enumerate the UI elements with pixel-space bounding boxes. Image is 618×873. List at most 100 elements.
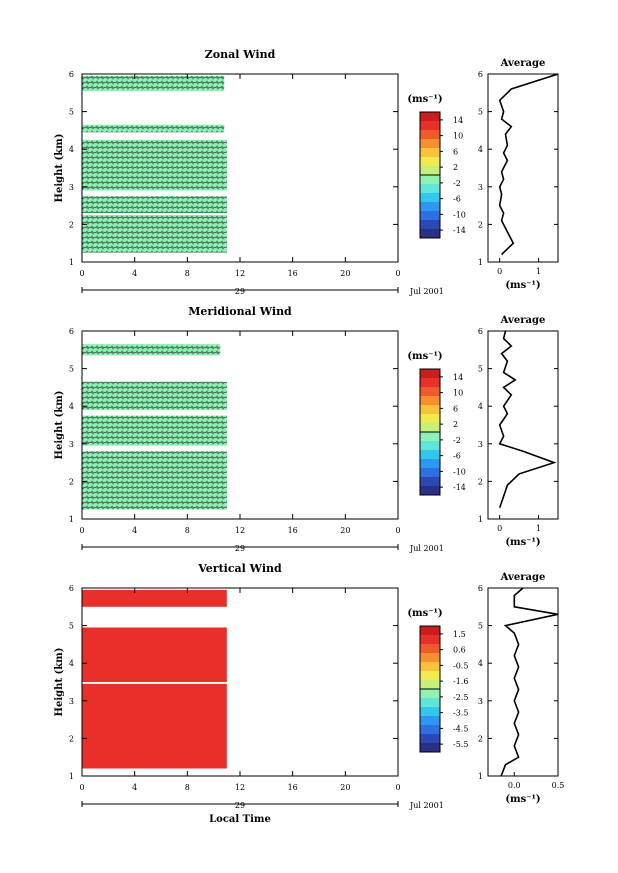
contour-texture — [82, 196, 227, 214]
profile-line — [498, 74, 558, 256]
panel-title: Meridional Wind — [188, 305, 292, 318]
profile-title: Average — [500, 58, 546, 69]
profile-y-tick-label: 3 — [478, 183, 483, 192]
x-tick-label: 8 — [185, 269, 190, 278]
profile-line — [500, 588, 558, 776]
profile-y-tick-label: 3 — [478, 440, 483, 449]
colorbar-swatch — [420, 405, 440, 415]
profile-x-tick-label: 0 — [497, 267, 502, 276]
colorbar-tick-label: -5.5 — [453, 740, 468, 749]
x-tick-label: 0 — [79, 783, 84, 792]
colorbar-swatch — [420, 725, 440, 735]
colorbar-tick-label: -14 — [453, 483, 466, 492]
contour-texture — [82, 451, 227, 510]
y-tick-label: 2 — [69, 477, 74, 486]
colorbar-swatch — [420, 689, 440, 699]
profile-y-tick-label: 2 — [478, 477, 483, 486]
colorbar-swatch — [420, 486, 440, 496]
y-tick-label: 1 — [69, 515, 74, 524]
y-tick-label: 6 — [69, 584, 74, 593]
profile-y-tick-label: 6 — [478, 70, 483, 79]
colorbar-swatch — [420, 698, 440, 708]
colorbar-tick-label: -0.5 — [453, 661, 468, 670]
colorbar-swatch — [420, 112, 440, 122]
x-tick-label: 0 — [79, 526, 84, 535]
x-tick-label: 16 — [288, 269, 298, 278]
colorbar-tick-label: -14 — [453, 226, 466, 235]
y-tick-label: 4 — [69, 145, 74, 154]
x-tick-label: 0 — [79, 269, 84, 278]
colorbar-swatch — [420, 635, 440, 645]
profile-y-tick-label: 6 — [478, 584, 483, 593]
colorbar-tick-label: -2 — [453, 436, 461, 445]
colorbar-swatch — [420, 121, 440, 131]
profile-y-tick-label: 1 — [478, 258, 483, 267]
colorbar-tick-label: 2 — [453, 163, 458, 172]
colorbar-tick-label: 2 — [453, 420, 458, 429]
profile-x-label: (ms⁻¹) — [505, 280, 540, 291]
y-tick-label: 3 — [69, 440, 74, 449]
y-tick-label: 1 — [69, 258, 74, 267]
colorbar-tick-label: -6 — [453, 452, 461, 461]
colorbar-swatch — [420, 414, 440, 424]
profile-x-tick-label: 0 — [497, 524, 502, 533]
colorbar-tick-label: 10 — [453, 132, 463, 141]
profile-y-tick-label: 6 — [478, 327, 483, 336]
contour-texture — [82, 75, 225, 91]
y-tick-label: 5 — [69, 365, 74, 374]
date-label: Jul 2001 — [409, 544, 444, 553]
profile-x-tick-label: 1 — [536, 267, 541, 276]
x-tick-label: 16 — [288, 526, 298, 535]
profile-y-tick-label: 1 — [478, 515, 483, 524]
contour-texture — [82, 124, 225, 133]
profile-y-tick-label: 5 — [478, 622, 483, 631]
profile-x-label: (ms⁻¹) — [505, 537, 540, 548]
colorbar-swatch — [420, 157, 440, 167]
colorbar-swatch — [420, 477, 440, 487]
profile-x-tick-label: 0.0 — [508, 781, 521, 790]
profile-frame — [487, 73, 559, 263]
colorbar-swatch — [420, 468, 440, 478]
date-label: Jul 2001 — [409, 287, 444, 296]
data-band — [82, 589, 227, 607]
colorbar-tick-label: 6 — [453, 404, 458, 413]
profile-y-tick-label: 1 — [478, 772, 483, 781]
colorbar-swatch — [420, 423, 440, 433]
profile-frame — [487, 330, 559, 520]
data-band — [82, 683, 227, 769]
date-label: Jul 2001 — [409, 801, 444, 810]
colorbar-swatch — [420, 671, 440, 681]
colorbar-tick-label: -2 — [453, 179, 461, 188]
colorbar-tick-label: 10 — [453, 389, 463, 398]
colorbar-tick-label: -3.5 — [453, 709, 468, 718]
y-axis-label: Height (km) — [54, 391, 65, 460]
profile-y-tick-label: 5 — [478, 108, 483, 117]
colorbar-swatch — [420, 653, 440, 663]
y-axis-label: Height (km) — [54, 648, 65, 717]
colorbar-swatch — [420, 396, 440, 406]
colorbar-swatch — [420, 387, 440, 397]
y-tick-label: 6 — [69, 327, 74, 336]
colorbar-tick-label: -6 — [453, 195, 461, 204]
colorbar-swatch — [420, 148, 440, 158]
colorbar-swatch — [420, 378, 440, 388]
profile-title: Average — [500, 315, 546, 326]
panel-title: Vertical Wind — [197, 562, 282, 575]
colorbar-unit: (ms⁻¹) — [407, 608, 442, 619]
colorbar-swatch — [420, 139, 440, 149]
colorbar-swatch — [420, 716, 440, 726]
colorbar-swatch — [420, 441, 440, 451]
colorbar-tick-label: -4.5 — [453, 724, 468, 733]
date-marker: 29 — [235, 544, 245, 553]
y-tick-label: 2 — [69, 734, 74, 743]
colorbar-swatch — [420, 644, 440, 654]
colorbar-unit: (ms⁻¹) — [407, 351, 442, 362]
colorbar-tick-label: 14 — [453, 373, 463, 382]
y-tick-label: 4 — [69, 659, 74, 668]
colorbar-swatch — [420, 211, 440, 221]
profile-y-tick-label: 2 — [478, 220, 483, 229]
x-tick-label: 4 — [132, 783, 137, 792]
